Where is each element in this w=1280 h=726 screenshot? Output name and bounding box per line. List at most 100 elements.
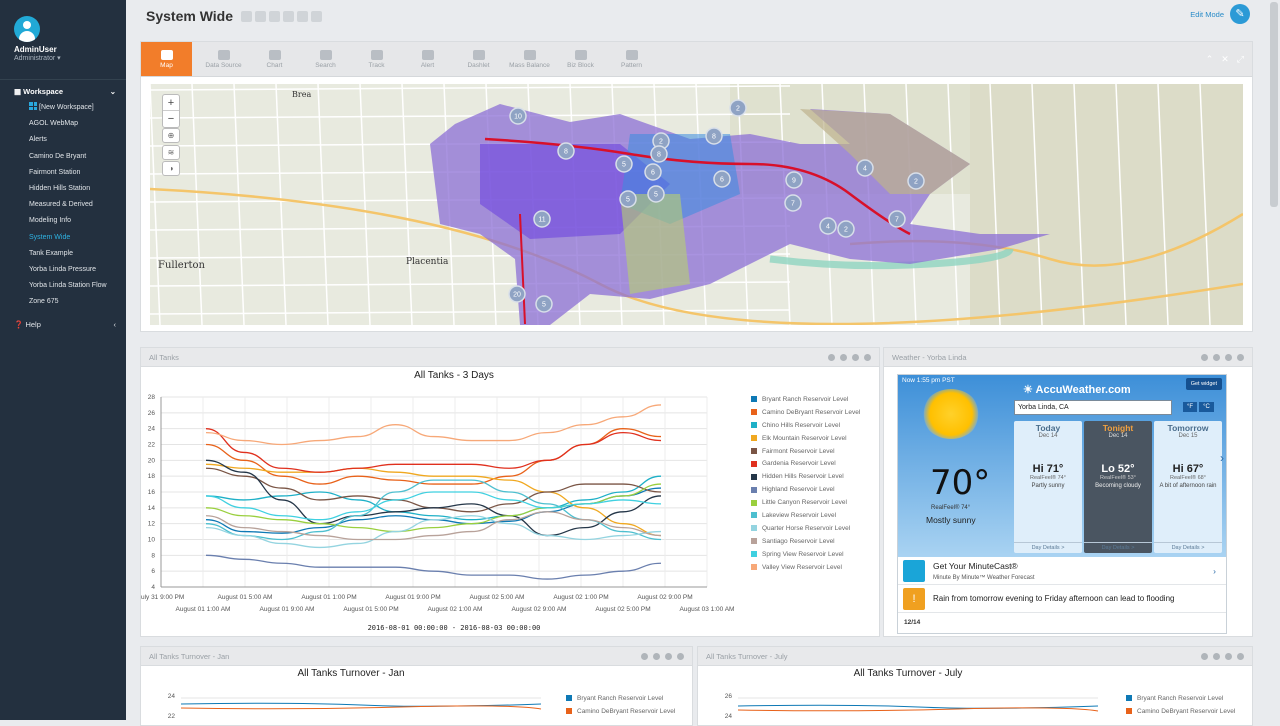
cluster-count: 2	[736, 106, 740, 113]
sidebar-item[interactable]: [New Workspace]	[0, 100, 126, 116]
weather-now-time: Now 1:55 pm PST	[902, 377, 955, 384]
weather-alert[interactable]: ! Rain from tomorrow evening to Friday a…	[898, 585, 1226, 613]
toolbar-map[interactable]: Map	[141, 42, 192, 76]
toolbar-dashlet[interactable]: Dashlet	[453, 42, 504, 76]
refresh-icon[interactable]	[1201, 652, 1208, 660]
legend-item[interactable]: Fairmont Reservoir Level	[751, 445, 860, 458]
avatar[interactable]	[14, 16, 40, 42]
legend-item[interactable]: Camino DeBryant Reservoir Level	[751, 406, 860, 419]
legend-item[interactable]: Hidden Hills Reservoir Level	[751, 470, 860, 483]
day-details-link[interactable]: Day Details >	[1154, 542, 1222, 553]
legend-item[interactable]: Spring View Reservoir Level	[751, 548, 860, 561]
user-role[interactable]: Administrator ▾	[14, 55, 61, 62]
toolbar-chart[interactable]: Chart	[249, 42, 300, 76]
edit-icon[interactable]	[653, 652, 660, 660]
sidebar-item[interactable]: System Wide	[0, 230, 126, 246]
sidebar-item[interactable]: Zone 675	[0, 294, 126, 310]
sidebar-item[interactable]: Modeling Info	[0, 213, 126, 229]
layers-icon[interactable]: ≋	[162, 145, 180, 160]
expand-icon[interactable]	[1225, 353, 1232, 361]
toolbar-biz-block[interactable]: Biz Block	[555, 42, 606, 76]
settings-icon[interactable]	[864, 353, 871, 361]
collapse-icon[interactable]: ⌃	[1205, 54, 1214, 64]
edit-icon[interactable]	[840, 353, 847, 361]
legend-item[interactable]: Lakeview Reservoir Level	[751, 509, 860, 522]
settings-icon[interactable]	[677, 652, 684, 660]
export-icon[interactable]	[311, 10, 323, 22]
forecast-today[interactable]: Today Dec 14 Hi 71° RealFeel® 74° Partly…	[1014, 421, 1082, 553]
legend-item[interactable]: Santiago Reservoir Level	[751, 535, 860, 548]
toolbar-track[interactable]: Track	[351, 42, 402, 76]
map-view[interactable]: 10 2 8 8 2 5 6 6 9 7 4 2 7 4 2 11 20 5 8 5 5 + − ⊕ ≋ ◑ Brea …	[150, 84, 1243, 325]
day-details-link[interactable]: Day Details >	[1014, 542, 1082, 553]
zoom-in-button[interactable]: +	[163, 95, 179, 111]
sidebar-item[interactable]: Measured & Derived	[0, 197, 126, 213]
sidebar-item[interactable]: Hidden Hills Station	[0, 181, 126, 197]
help-item[interactable]: ❓ Help ‹	[0, 310, 126, 329]
accuweather-logo[interactable]: ☀ AccuWeather.com	[1023, 384, 1131, 396]
legend-item[interactable]: Bryant Ranch Reservoir Level	[751, 393, 860, 406]
refresh-icon[interactable]	[1201, 353, 1208, 361]
legend-item[interactable]: Gardenia Reservoir Level	[751, 457, 860, 470]
close-icon[interactable]: ✕	[1221, 54, 1229, 64]
get-widget-button[interactable]: Get widget	[1185, 378, 1222, 390]
sidebar-item[interactable]: Alerts	[0, 132, 126, 148]
legend-item[interactable]: Camino DeBryant Reservoir Level	[1126, 705, 1235, 718]
celsius-button[interactable]: °C	[1199, 402, 1214, 412]
legend-item[interactable]: Bryant Ranch Reservoir Level	[1126, 692, 1235, 705]
expand-icon[interactable]: ⤢	[1236, 54, 1244, 64]
chart-legend: Bryant Ranch Reservoir Level Camino DeBr…	[1126, 692, 1235, 718]
sidebar-item[interactable]: Fairmont Station	[0, 165, 126, 181]
sidebar-item[interactable]: Tank Example	[0, 246, 126, 262]
legend-item[interactable]: Highland Reservoir Level	[751, 483, 860, 496]
settings-icon[interactable]	[1237, 353, 1244, 361]
workspace-header[interactable]: ▦ Workspace ⌄	[0, 80, 126, 100]
legend-item[interactable]: Elk Mountain Reservoir Level	[751, 432, 860, 445]
toolbar-search[interactable]: Search	[300, 42, 351, 76]
minutecast-link[interactable]: Get Your MinuteCast® Minute By Minute™ We…	[898, 557, 1226, 585]
edit-icon[interactable]	[1213, 353, 1220, 361]
edit-icon[interactable]	[1213, 652, 1220, 660]
forecast-tonight[interactable]: Tonight Dec 14 Lo 52° RealFeel® 53° Beco…	[1084, 421, 1152, 553]
pencil-icon[interactable]: ✎	[1230, 4, 1250, 24]
sidebar-item[interactable]: Yorba Linda Pressure	[0, 262, 126, 278]
zoom-out-button[interactable]: −	[167, 113, 175, 125]
expand-icon[interactable]	[852, 353, 859, 361]
fahrenheit-button[interactable]: °F	[1183, 402, 1198, 412]
lock-icon[interactable]	[283, 10, 295, 22]
legend-item[interactable]: Chino Hills Reservoir Level	[751, 419, 860, 432]
link-icon[interactable]	[297, 10, 309, 22]
day-details-link[interactable]: Day Details >	[1084, 542, 1152, 553]
map-canvas[interactable]: 10 2 8 8 2 5 6 6 9 7 4 2 7 4 2 11 20 5 8 5 5	[150, 84, 1243, 325]
edit-icon[interactable]	[269, 10, 281, 22]
legend-item[interactable]: Bryant Ranch Reservoir Level	[566, 692, 675, 705]
refresh-icon[interactable]	[641, 652, 648, 660]
edit-mode-toggle[interactable]: Edit Mode ✎	[1190, 4, 1250, 24]
legend-item[interactable]: Quarter Horse Reservoir Level	[751, 522, 860, 535]
sidebar-item[interactable]: Camino De Bryant	[0, 149, 126, 165]
legend-item[interactable]: Camino DeBryant Reservoir Level	[566, 705, 675, 718]
user-profile[interactable]: AdminUser Administrator ▾	[0, 0, 126, 80]
legend-item[interactable]: Valley View Reservoir Level	[751, 561, 860, 574]
legend-item[interactable]: Little Canyon Reservoir Level	[751, 496, 860, 509]
expand-icon[interactable]	[1225, 652, 1232, 660]
refresh-icon[interactable]	[828, 353, 835, 361]
toolbar-data-source[interactable]: Data Source	[198, 42, 249, 76]
locate-icon[interactable]: ⊕	[162, 128, 180, 143]
expand-icon[interactable]	[665, 652, 672, 660]
cluster-marker	[615, 155, 633, 173]
sidebar-item[interactable]: Yorba Linda Station Flow	[0, 278, 126, 294]
basemap-icon[interactable]: ◑	[162, 161, 180, 176]
sidebar-item[interactable]: AGOL WebMap	[0, 116, 126, 132]
forecast-tomorrow[interactable]: Tomorrow Dec 15 Hi 67° RealFeel® 68° A b…	[1154, 421, 1222, 553]
save-icon[interactable]	[241, 10, 253, 22]
page-scrollbar[interactable]	[1270, 2, 1278, 207]
toolbar-alert[interactable]: Alert	[402, 42, 453, 76]
location-input[interactable]: Yorba Linda, CA	[1014, 400, 1172, 415]
chevron-right-icon[interactable]: ›	[1220, 451, 1224, 465]
legend-swatch	[566, 708, 572, 715]
toolbar-mass-balance[interactable]: Mass Balance	[504, 42, 555, 76]
share-icon[interactable]	[255, 10, 267, 22]
settings-icon[interactable]	[1237, 652, 1244, 660]
toolbar-pattern[interactable]: Pattern	[606, 42, 657, 76]
